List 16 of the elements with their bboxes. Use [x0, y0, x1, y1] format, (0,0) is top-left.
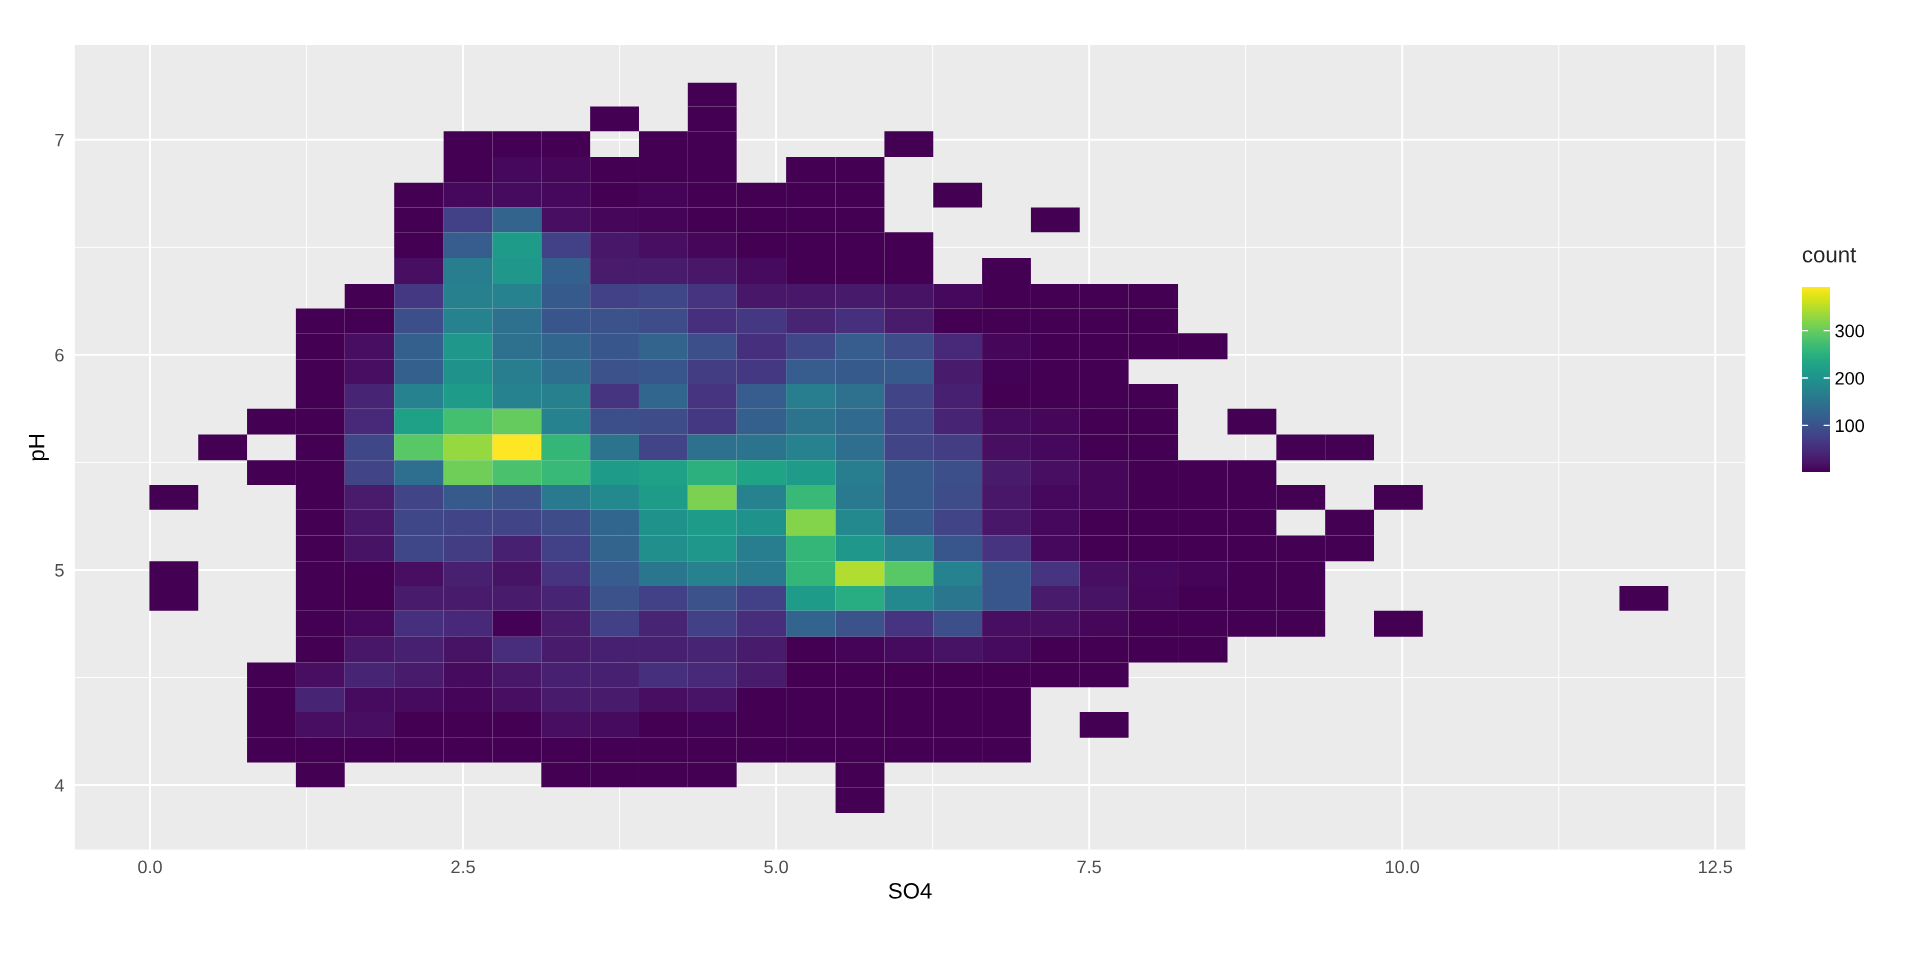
x-axis-title: SO4 [888, 882, 932, 899]
y-tick-label: 6 [55, 348, 64, 362]
x-tick-label: 7.5 [1077, 860, 1101, 874]
x-tick-label: 2.5 [451, 860, 475, 874]
color-bar-label: 100 [1836, 419, 1865, 433]
x-tick-label: 10.0 [1385, 860, 1420, 874]
color-bar-label: 300 [1835, 324, 1865, 338]
color-bar-title: count [1802, 247, 1857, 263]
y-tick-label: 4 [54, 779, 64, 792]
y-tick-label: 5 [55, 564, 64, 577]
y-axis-title: pH [28, 434, 49, 461]
color-bar-label: 200 [1835, 371, 1865, 385]
x-tick-label: 12.5 [1699, 860, 1733, 874]
x-tick-label: 5.0 [764, 860, 788, 874]
x-tick-label: 0.0 [138, 860, 162, 874]
y-tick-label: 7 [55, 133, 64, 147]
